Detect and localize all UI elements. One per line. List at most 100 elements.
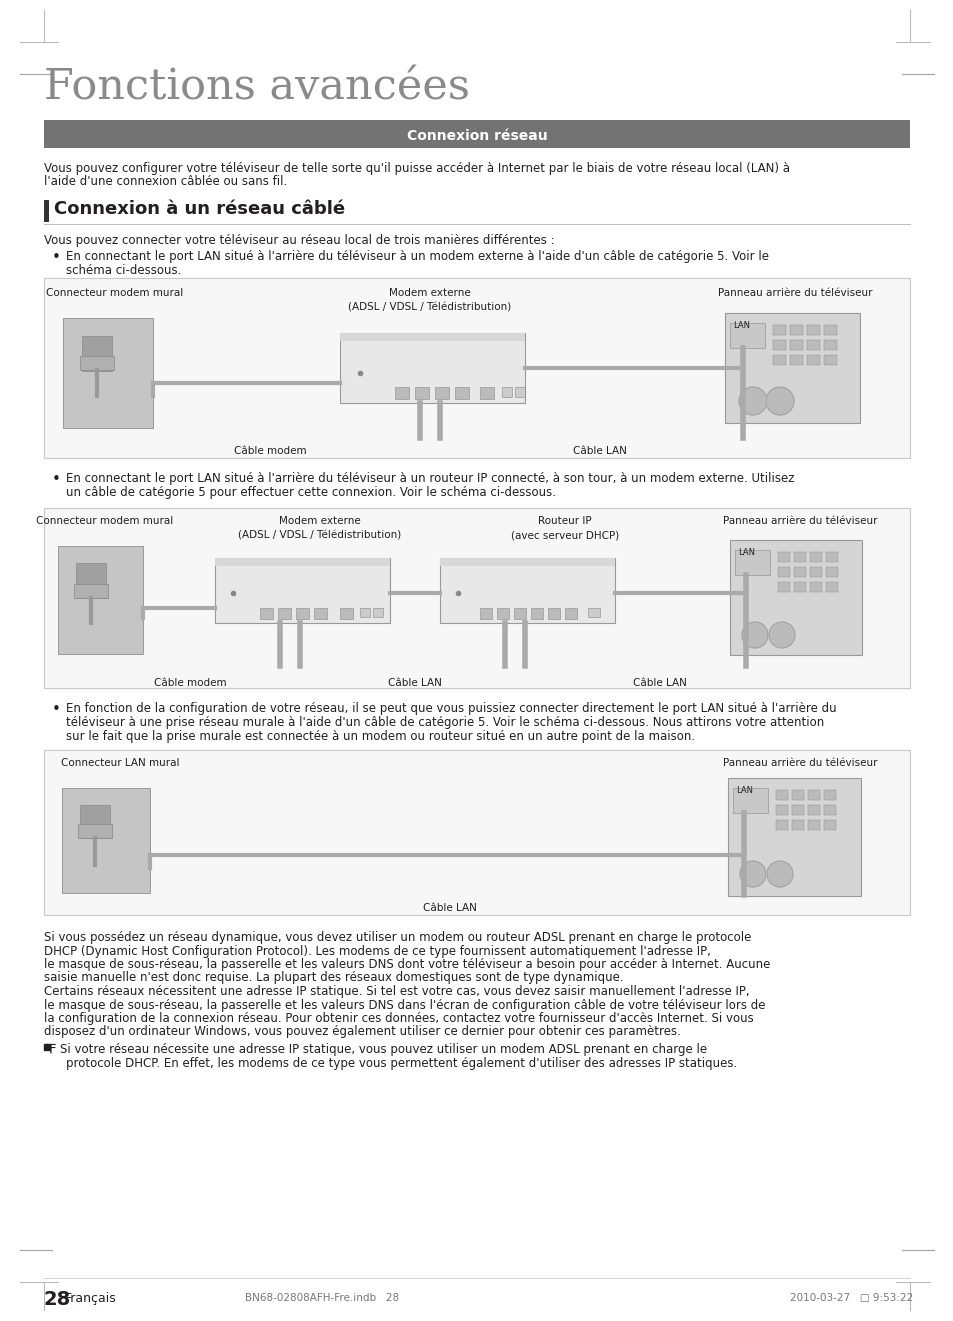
Bar — [807, 820, 820, 830]
Bar — [44, 199, 49, 222]
Bar — [373, 608, 382, 617]
Bar — [825, 567, 837, 577]
Bar — [439, 557, 615, 565]
Text: •: • — [52, 472, 61, 487]
Circle shape — [768, 622, 794, 649]
Text: LAN: LAN — [735, 786, 752, 795]
Bar — [807, 790, 820, 801]
Bar — [359, 608, 370, 617]
Bar — [339, 333, 524, 403]
Bar — [825, 583, 837, 592]
Text: Modem externe
(ADSL / VDSL / Télédistribution): Modem externe (ADSL / VDSL / Télédistrib… — [348, 288, 511, 312]
Text: Câble modem: Câble modem — [233, 446, 306, 456]
Bar — [823, 790, 835, 801]
Bar — [734, 550, 769, 575]
Bar — [789, 339, 802, 350]
Bar — [514, 608, 525, 620]
Bar — [729, 540, 862, 655]
Text: Câble modem: Câble modem — [153, 678, 226, 688]
Text: •: • — [52, 250, 61, 266]
Bar — [791, 804, 803, 815]
Bar — [778, 567, 789, 577]
Text: le masque de sous-réseau, la passerelle et les valeurs DNS dans l'écran de confi: le masque de sous-réseau, la passerelle … — [44, 999, 764, 1012]
Bar — [58, 546, 143, 654]
Bar — [793, 552, 805, 561]
Text: Français: Français — [65, 1292, 116, 1305]
Text: Si vous possédez un réseau dynamique, vous devez utiliser un modem ou routeur AD: Si vous possédez un réseau dynamique, vo… — [44, 931, 751, 945]
Bar — [395, 387, 409, 399]
Text: Câble LAN: Câble LAN — [422, 904, 476, 913]
Bar — [809, 583, 821, 592]
Text: Modem externe
(ADSL / VDSL / Télédistribution): Modem externe (ADSL / VDSL / Télédistrib… — [238, 517, 401, 540]
Bar — [823, 355, 836, 365]
Circle shape — [741, 622, 767, 649]
Bar — [789, 325, 802, 336]
Bar — [314, 608, 327, 620]
Bar — [76, 563, 106, 598]
Bar — [823, 325, 836, 336]
Text: Connecteur modem mural: Connecteur modem mural — [36, 517, 173, 526]
Bar — [531, 608, 542, 620]
Bar — [778, 583, 789, 592]
Text: Routeur IP
(avec serveur DHCP): Routeur IP (avec serveur DHCP) — [511, 517, 618, 540]
Bar — [587, 608, 599, 617]
Bar — [772, 339, 785, 350]
Bar — [44, 120, 909, 148]
Bar — [729, 324, 764, 347]
Text: schéma ci-dessous.: schéma ci-dessous. — [66, 264, 181, 277]
Text: Panneau arrière du téléviseur: Panneau arrière du téléviseur — [717, 288, 871, 299]
Bar — [214, 557, 390, 624]
Bar — [809, 552, 821, 561]
Text: saisie manuelle n'est donc requise. La plupart des réseaux domestiques sont de t: saisie manuelle n'est donc requise. La p… — [44, 971, 623, 984]
Bar — [415, 387, 429, 399]
Bar — [806, 355, 820, 365]
Text: sur le fait que la prise murale est connectée à un modem ou routeur situé en un : sur le fait que la prise murale est conn… — [66, 731, 695, 742]
Bar — [82, 336, 112, 371]
Bar — [775, 790, 787, 801]
Bar — [479, 387, 494, 399]
Text: Connecteur modem mural: Connecteur modem mural — [47, 288, 183, 299]
Bar — [339, 608, 353, 620]
Text: •: • — [52, 701, 61, 717]
Bar — [789, 355, 802, 365]
Text: BN68-02808AFH-Fre.indb   28: BN68-02808AFH-Fre.indb 28 — [245, 1293, 398, 1303]
Bar — [439, 557, 615, 624]
Bar — [778, 552, 789, 561]
Bar — [806, 339, 820, 350]
Bar — [775, 820, 787, 830]
Text: téléviseur à une prise réseau murale à l'aide d'un câble de catégorie 5. Voir le: téléviseur à une prise réseau murale à l… — [66, 716, 823, 729]
Bar — [727, 778, 861, 896]
Text: ℉: ℉ — [44, 1044, 56, 1055]
Bar — [793, 567, 805, 577]
Text: Panneau arrière du téléviseur: Panneau arrière du téléviseur — [722, 517, 877, 526]
Bar — [823, 820, 835, 830]
Text: l'aide d'une connexion câblée ou sans fil.: l'aide d'une connexion câblée ou sans fi… — [44, 174, 287, 188]
Bar — [547, 608, 559, 620]
Bar — [515, 387, 524, 398]
Bar — [791, 790, 803, 801]
Bar — [435, 387, 449, 399]
Bar — [775, 804, 787, 815]
Bar — [80, 355, 113, 370]
Bar — [825, 552, 837, 561]
Bar — [44, 277, 909, 458]
Bar — [807, 804, 820, 815]
Bar — [793, 583, 805, 592]
Bar — [455, 387, 469, 399]
Text: En connectant le port LAN situé à l'arrière du téléviseur à un routeur IP connec: En connectant le port LAN situé à l'arri… — [66, 472, 794, 485]
Text: Connecteur LAN mural: Connecteur LAN mural — [61, 758, 179, 768]
Text: la configuration de la connexion réseau. Pour obtenir ces données, contactez vot: la configuration de la connexion réseau.… — [44, 1012, 753, 1025]
Text: un câble de catégorie 5 pour effectuer cette connexion. Voir le schéma ci-dessou: un câble de catégorie 5 pour effectuer c… — [66, 486, 556, 499]
Text: Certains réseaux nécessitent une adresse IP statique. Si tel est votre cas, vous: Certains réseaux nécessitent une adresse… — [44, 985, 749, 997]
Bar — [791, 820, 803, 830]
Bar — [479, 608, 492, 620]
Text: En fonction de la configuration de votre réseau, il se peut que vous puissiez co: En fonction de la configuration de votre… — [66, 701, 836, 715]
Text: LAN: LAN — [732, 321, 749, 330]
Bar — [339, 333, 524, 341]
Circle shape — [766, 861, 792, 886]
Bar — [44, 509, 909, 688]
Text: En connectant le port LAN situé à l'arrière du téléviseur à un modem externe à l: En connectant le port LAN situé à l'arri… — [66, 250, 768, 263]
Bar — [724, 313, 859, 423]
Text: disposez d'un ordinateur Windows, vous pouvez également utiliser ce dernier pour: disposez d'un ordinateur Windows, vous p… — [44, 1025, 680, 1038]
Bar — [78, 824, 112, 838]
